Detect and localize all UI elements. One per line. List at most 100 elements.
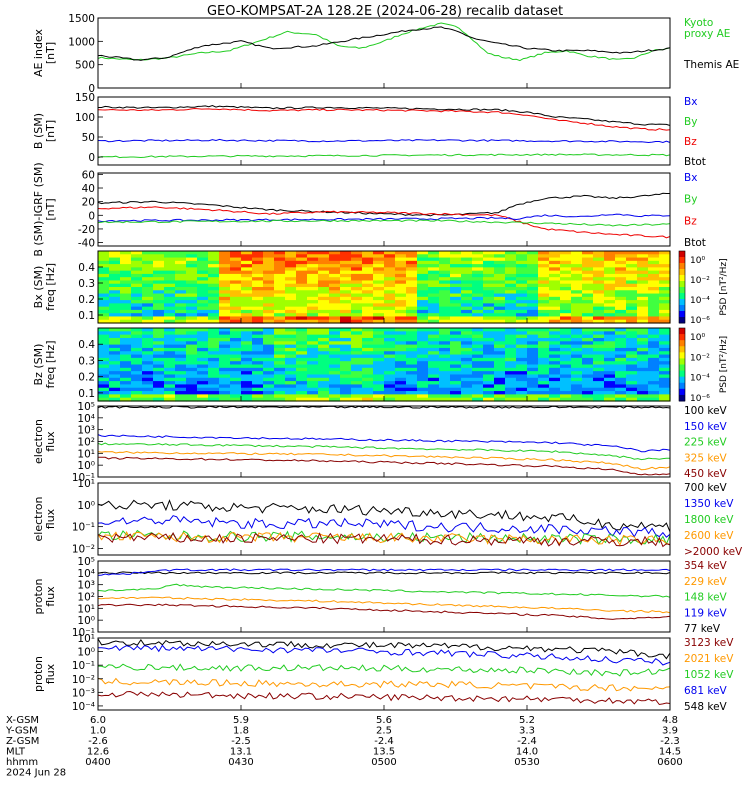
psd-cell bbox=[461, 257, 473, 262]
psd-cell bbox=[472, 264, 484, 268]
psd-cell bbox=[417, 367, 429, 372]
psd-cell bbox=[505, 296, 517, 301]
psd-cell bbox=[263, 391, 275, 395]
psd-cell bbox=[373, 344, 385, 349]
psd-cell bbox=[252, 273, 264, 278]
psd-cell bbox=[120, 260, 132, 265]
psd-cell bbox=[318, 354, 330, 359]
psd-cell bbox=[648, 397, 660, 402]
psd-cell bbox=[285, 254, 297, 259]
psd-cell bbox=[197, 371, 209, 376]
psd-cell bbox=[538, 251, 550, 255]
psd-cell bbox=[131, 344, 143, 349]
psd-cell bbox=[483, 361, 495, 366]
footer-value: -2.3 bbox=[660, 736, 680, 747]
psd-cell bbox=[428, 280, 440, 285]
psd-cell bbox=[472, 344, 484, 349]
psd-cell bbox=[637, 293, 649, 298]
psd-cell bbox=[109, 300, 121, 304]
psd-cell bbox=[648, 257, 660, 262]
psd-cell bbox=[153, 347, 165, 352]
psd-cell bbox=[318, 364, 330, 369]
psd-cell bbox=[219, 267, 231, 272]
psd-cell bbox=[329, 303, 341, 308]
psd-cell bbox=[582, 267, 594, 272]
psd-cell bbox=[472, 354, 484, 359]
psd-cell bbox=[428, 306, 440, 311]
psd-cell bbox=[637, 316, 649, 321]
psd-cell bbox=[582, 381, 594, 386]
psd-cell bbox=[197, 290, 209, 295]
psd-cell bbox=[450, 264, 462, 268]
y-axis-label: flux bbox=[44, 431, 57, 452]
psd-cell bbox=[516, 357, 528, 362]
psd-cell bbox=[142, 273, 154, 278]
psd-cell bbox=[406, 296, 418, 301]
psd-cell bbox=[274, 280, 286, 285]
psd-cell bbox=[142, 296, 154, 301]
colorbar-swatch bbox=[679, 340, 685, 344]
psd-cell bbox=[593, 354, 605, 359]
psd-cell bbox=[230, 283, 242, 288]
psd-cell bbox=[516, 361, 528, 366]
psd-cell bbox=[274, 296, 286, 301]
psd-cell bbox=[384, 264, 396, 268]
psd-cell bbox=[230, 367, 242, 372]
psd-cell bbox=[329, 257, 341, 262]
psd-cell bbox=[417, 277, 429, 282]
psd-cell bbox=[197, 257, 209, 262]
psd-cell bbox=[494, 351, 506, 356]
y-axis-label: flux bbox=[44, 586, 57, 607]
y-tick-label: 10⁻² bbox=[72, 674, 95, 686]
psd-cell bbox=[274, 267, 286, 272]
psd-cell bbox=[263, 328, 275, 332]
psd-cell bbox=[450, 287, 462, 291]
psd-cell bbox=[439, 303, 451, 308]
psd-cell bbox=[593, 374, 605, 379]
psd-cell bbox=[406, 267, 418, 272]
psd-cell bbox=[472, 283, 484, 288]
psd-cell bbox=[593, 306, 605, 311]
psd-cell bbox=[252, 267, 264, 272]
psd-cell bbox=[593, 309, 605, 314]
psd-cell bbox=[637, 254, 649, 259]
psd-cell bbox=[186, 287, 198, 291]
psd-cell bbox=[615, 391, 627, 395]
psd-cell bbox=[439, 397, 451, 402]
psd-cell bbox=[450, 267, 462, 272]
psd-cell bbox=[307, 300, 319, 304]
psd-cell bbox=[483, 319, 495, 324]
psd-cell bbox=[395, 351, 407, 356]
y-tick-label: 10⁰ bbox=[77, 647, 95, 659]
psd-cell bbox=[153, 264, 165, 268]
psd-cell bbox=[285, 267, 297, 272]
psd-cell bbox=[274, 391, 286, 395]
psd-cell bbox=[120, 287, 132, 291]
psd-cell bbox=[615, 251, 627, 255]
psd-cell bbox=[593, 319, 605, 324]
psd-cell bbox=[142, 347, 154, 352]
psd-cell bbox=[296, 354, 308, 359]
psd-cell bbox=[384, 341, 396, 346]
psd-cell bbox=[241, 290, 253, 295]
psd-cell bbox=[395, 313, 407, 318]
psd-cell bbox=[582, 361, 594, 366]
psd-cell bbox=[549, 357, 561, 362]
psd-cell bbox=[406, 319, 418, 324]
psd-cell bbox=[461, 328, 473, 332]
psd-cell bbox=[296, 391, 308, 395]
series-line-by bbox=[97, 219, 671, 227]
psd-cell bbox=[450, 283, 462, 288]
psd-cell bbox=[659, 283, 671, 288]
psd-cell bbox=[538, 254, 550, 259]
psd-cell bbox=[175, 387, 187, 392]
psd-cell bbox=[120, 357, 132, 362]
psd-cell bbox=[307, 351, 319, 356]
psd-cell bbox=[439, 277, 451, 282]
psd-cell bbox=[593, 397, 605, 402]
psd-cell bbox=[428, 257, 440, 262]
psd-cell bbox=[659, 270, 671, 275]
psd-cell bbox=[109, 394, 121, 399]
psd-cell bbox=[604, 280, 616, 285]
psd-cell bbox=[186, 260, 198, 265]
